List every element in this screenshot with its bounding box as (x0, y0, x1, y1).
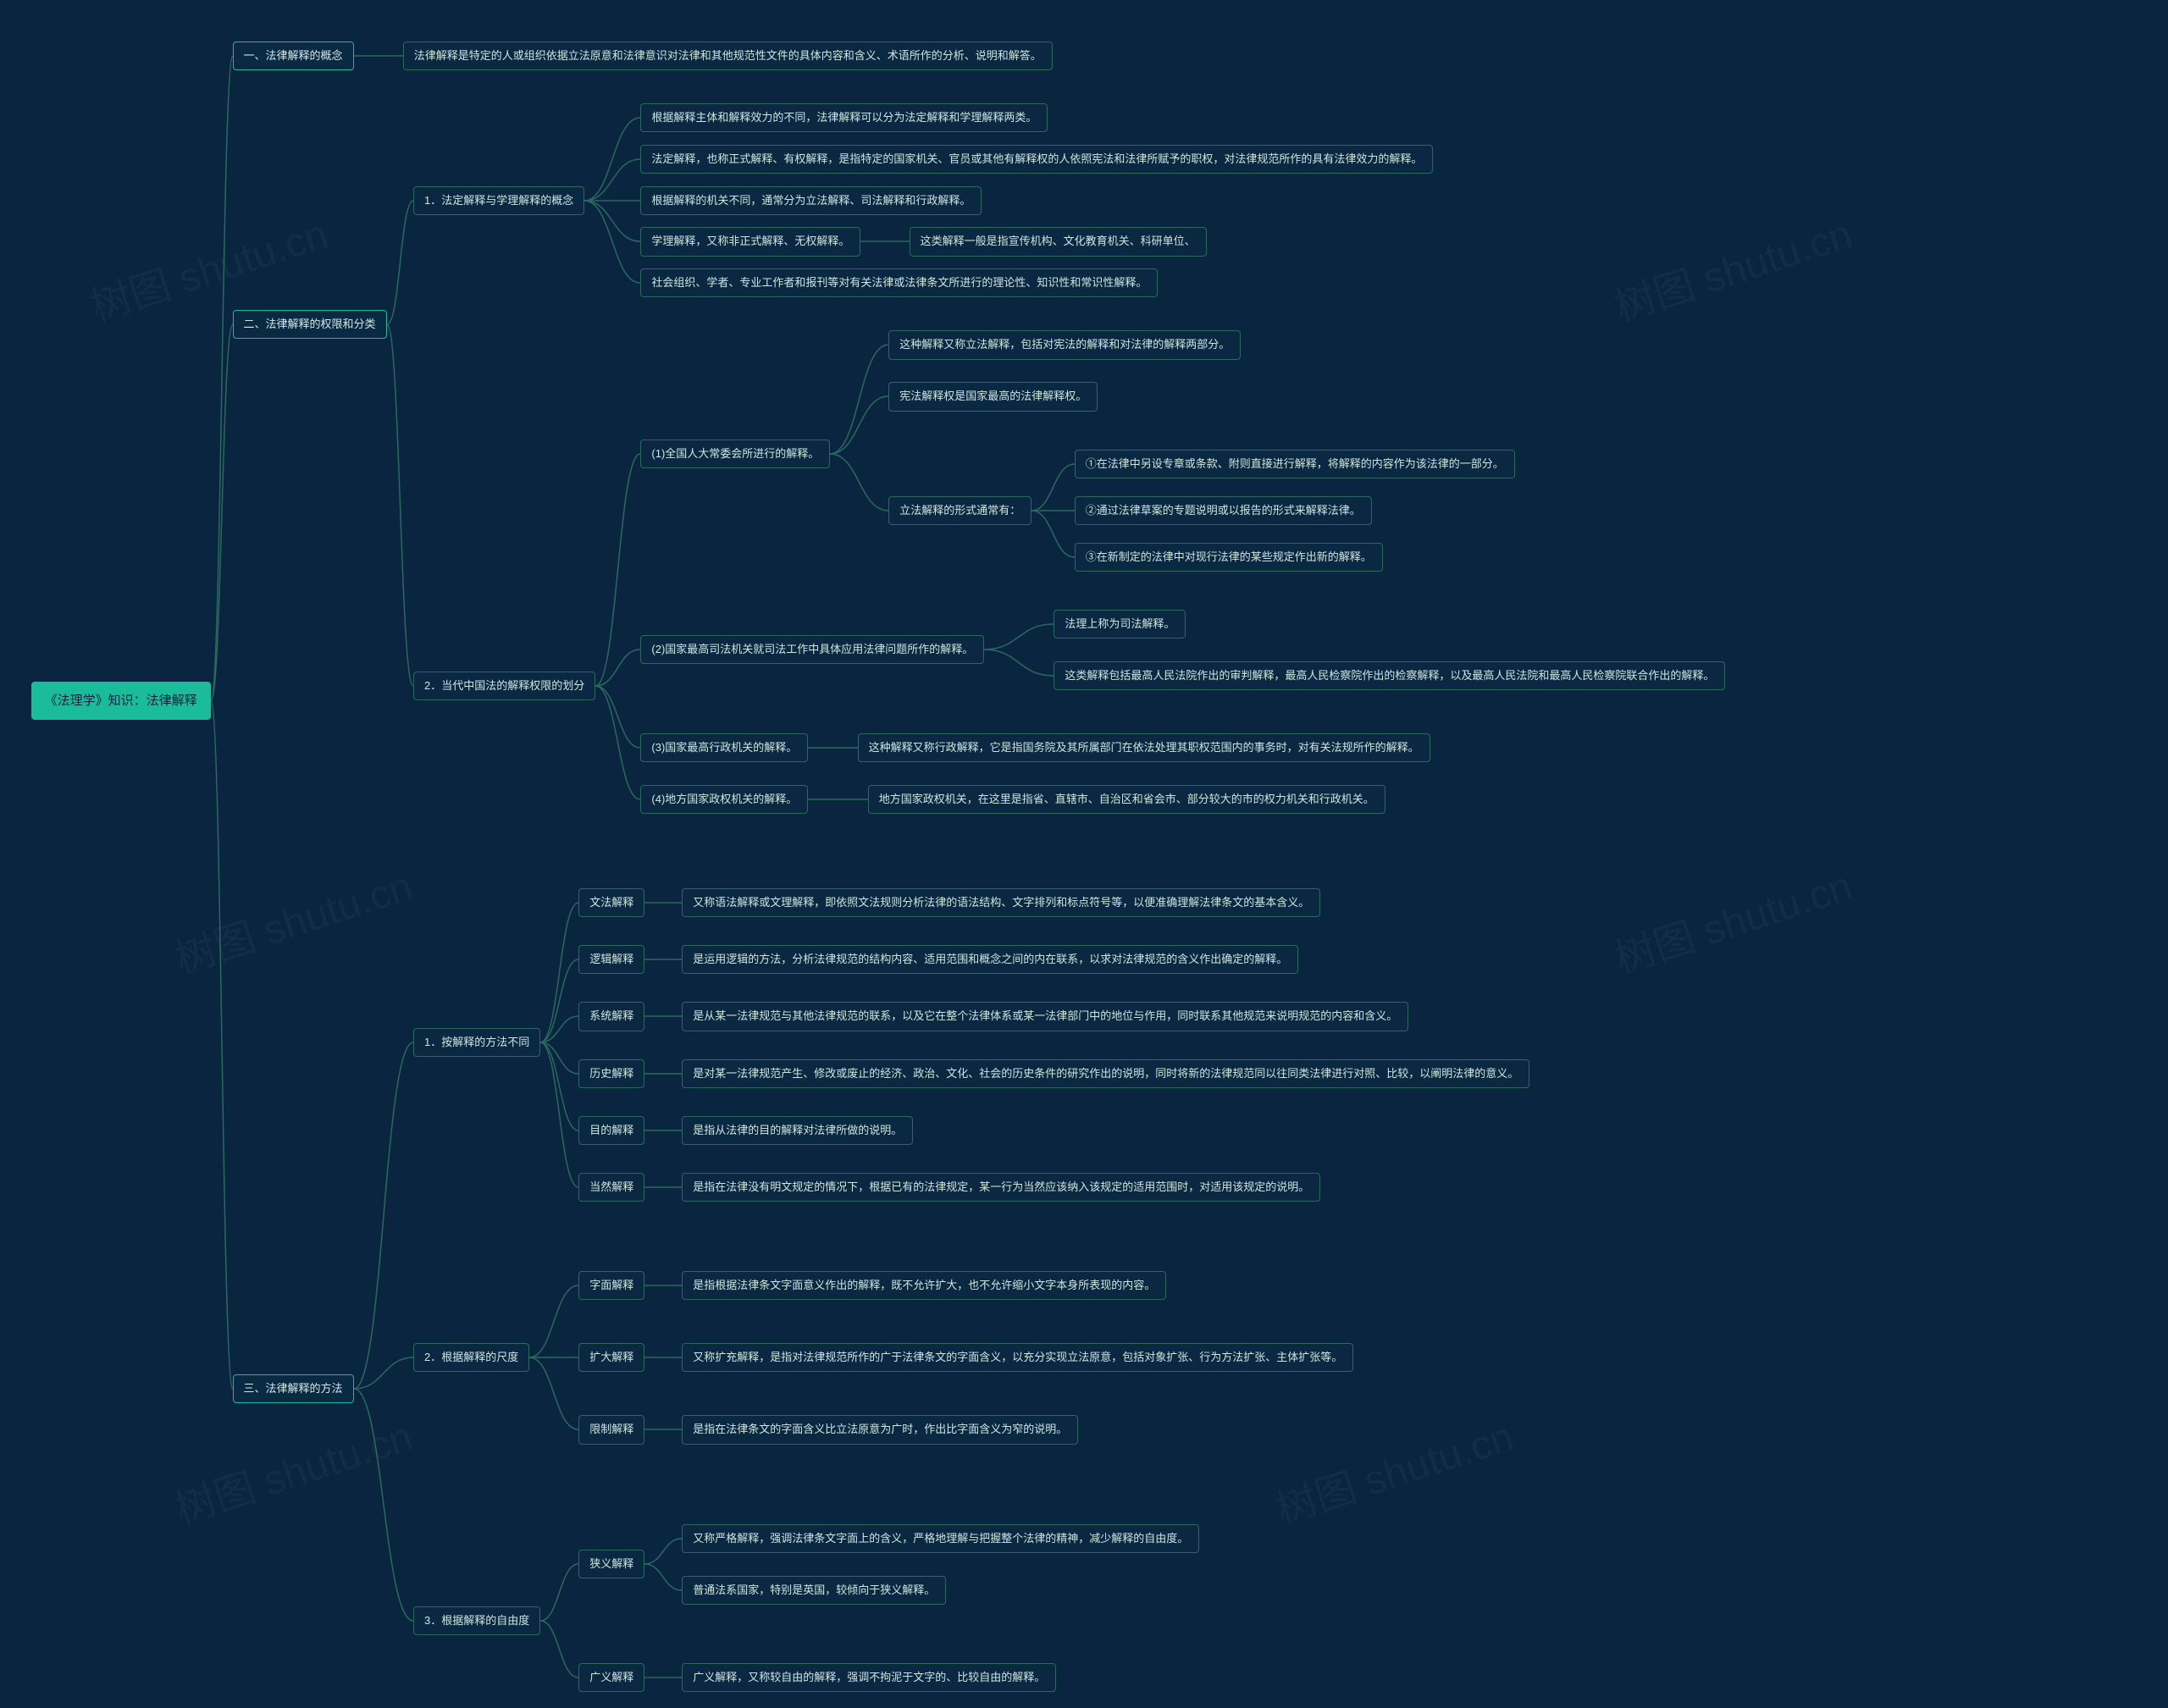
mindmap-node-s2_2_2b: 这类解释包括最高人民法院作出的审判解释，最高人民检察院作出的检察解释，以及最高人… (1054, 661, 1725, 690)
mindmap-node-s2_1c: 根据解释的机关不同，通常分为立法解释、司法解释和行政解释。 (640, 186, 982, 215)
mindmap-node-s2_1: 1．法定解释与学理解释的概念 (413, 186, 584, 215)
mindmap-node-s2_1b: 法定解释，也称正式解释、有权解释，是指特定的国家机关、官员或其他有解释权的人依照… (640, 145, 1433, 174)
mindmap-node-s2: 二、法律解释的权限和分类 (233, 310, 387, 339)
mindmap-node-root: 《法理学》知识：法律解释 (31, 682, 211, 720)
mindmap-node-s2_1a: 根据解释主体和解释效力的不同，法律解释可以分为法定解释和学理解释两类。 (640, 103, 1048, 132)
mindmap-node-s3_1a_x: 又称语法解释或文理解释，即依照文法规则分析法律的语法结构、文字排列和标点符号等，… (682, 888, 1320, 917)
mindmap-node-s2_2: 2．当代中国法的解释权限的划分 (413, 672, 595, 700)
mindmap-node-s3_1e: 目的解释 (578, 1116, 644, 1145)
mindmap-node-s2_1d_x: 这类解释一般是指宣传机构、文化教育机关、科研单位、 (910, 227, 1207, 256)
mindmap-node-s3_1: 1．按解释的方法不同 (413, 1028, 540, 1057)
mindmap-node-s3_2b_x: 又称扩充解释，是指对法律规范所作的广于法律条文的字面含义，以充分实现立法原意，包… (682, 1343, 1353, 1372)
mindmap-node-s2_1e: 社会组织、学者、专业工作者和报刊等对有关法律或法律条文所进行的理论性、知识性和常… (640, 268, 1158, 297)
mindmap-node-s1a: 法律解释是特定的人或组织依据立法原意和法律意识对法律和其他规范性文件的具体内容和… (403, 41, 1053, 70)
mindmap-node-s3_1c_x: 是从某一法律规范与其他法律规范的联系，以及它在整个法律体系或某一法律部门中的地位… (682, 1002, 1408, 1031)
watermark: 树图 shutu.cn (166, 1403, 418, 1535)
mindmap-node-s3_1c: 系统解释 (578, 1002, 644, 1031)
mindmap-node-s2_2_1b: 宪法解释权是国家最高的法律解释权。 (888, 382, 1098, 411)
mindmap-node-s3_2a: 字面解释 (578, 1271, 644, 1300)
mindmap-node-s3_2c: 限制解释 (578, 1415, 644, 1444)
mindmap-node-s3_3b: 广义解释 (578, 1663, 644, 1692)
mindmap-node-s1: 一、法律解释的概念 (233, 41, 354, 70)
mindmap-node-s2_2_3a: 这种解释又称行政解释，它是指国务院及其所属部门在依法处理其职权范围内的事务时，对… (858, 733, 1430, 762)
mindmap-node-s3_2: 2．根据解释的尺度 (413, 1343, 529, 1372)
mindmap-node-s2_2_2: (2)国家最高司法机关就司法工作中具体应用法律问题所作的解释。 (640, 635, 984, 664)
mindmap-node-s2_2_3: (3)国家最高行政机关的解释。 (640, 733, 808, 762)
mindmap-node-s2_2_1c3: ③在新制定的法律中对现行法律的某些规定作出新的解释。 (1075, 543, 1383, 572)
mindmap-node-s3_3: 3．根据解释的自由度 (413, 1606, 540, 1635)
mindmap-node-s3_3a1: 又称严格解释，强调法律条文字面上的含义，严格地理解与把握整个法律的精神，减少解释… (682, 1524, 1199, 1553)
mindmap-node-s2_2_1a: 这种解释又称立法解释，包括对宪法的解释和对法律的解释两部分。 (888, 330, 1241, 359)
mindmap-node-s3_3a: 狭义解释 (578, 1550, 644, 1578)
mindmap-node-s3_1b: 逻辑解释 (578, 945, 644, 974)
mindmap-node-s3_1f: 当然解释 (578, 1173, 644, 1202)
mindmap-node-s3_2c_x: 是指在法律条文的字面含义比立法原意为广时，作出比字面含义为窄的说明。 (682, 1415, 1078, 1444)
mindmap-node-s3_3a2: 普通法系国家，特别是英国，较倾向于狭义解释。 (682, 1576, 946, 1605)
mindmap-node-s2_1d: 学理解释，又称非正式解释、无权解释。 (640, 227, 860, 256)
mindmap-node-s2_2_1c1: ①在法律中另设专章或条款、附则直接进行解释，将解释的内容作为该法律的一部分。 (1075, 450, 1515, 478)
mindmap-node-s3_3b_x: 广义解释，又称较自由的解释，强调不拘泥于文字的、比较自由的解释。 (682, 1663, 1056, 1692)
watermark: 树图 shutu.cn (166, 853, 418, 985)
mindmap-node-s2_2_1: (1)全国人大常委会所进行的解释。 (640, 439, 830, 468)
mindmap-node-s3_1b_x: 是运用逻辑的方法，分析法律规范的结构内容、适用范围和概念之间的内在联系，以求对法… (682, 945, 1298, 974)
mindmap-node-s2_2_1c2: ②通过法律草案的专题说明或以报告的形式来解释法律。 (1075, 496, 1372, 525)
mindmap-node-s2_2_2a: 法理上称为司法解释。 (1054, 610, 1186, 638)
mindmap-node-s3_1f_x: 是指在法律没有明文规定的情况下，根据已有的法律规定，某一行为当然应该纳入该规定的… (682, 1173, 1320, 1202)
mindmap-node-s3_1d: 历史解释 (578, 1059, 644, 1088)
mindmap-node-s2_2_4a: 地方国家政权机关，在这里是指省、直辖市、自治区和省会市、部分较大的市的权力机关和… (868, 785, 1385, 814)
mindmap-node-s3_2b: 扩大解释 (578, 1343, 644, 1372)
mindmap-node-s3_2a_x: 是指根据法律条文字面意义作出的解释，既不允许扩大，也不允许缩小文字本身所表现的内… (682, 1271, 1166, 1300)
mindmap-node-s3_1e_x: 是指从法律的目的解释对法律所做的说明。 (682, 1116, 913, 1145)
watermark: 树图 shutu.cn (1267, 1403, 1519, 1535)
mindmap-node-s3: 三、法律解释的方法 (233, 1374, 354, 1403)
watermark: 树图 shutu.cn (1606, 201, 1858, 333)
watermark: 树图 shutu.cn (1606, 853, 1858, 985)
mindmap-node-s3_1d_x: 是对某一法律规范产生、修改或废止的经济、政治、文化、社会的历史条件的研究作出的说… (682, 1059, 1529, 1088)
mindmap-node-s2_2_4: (4)地方国家政权机关的解释。 (640, 785, 808, 814)
mindmap-node-s2_2_1c: 立法解释的形式通常有： (888, 496, 1031, 525)
mindmap-node-s3_1a: 文法解释 (578, 888, 644, 917)
